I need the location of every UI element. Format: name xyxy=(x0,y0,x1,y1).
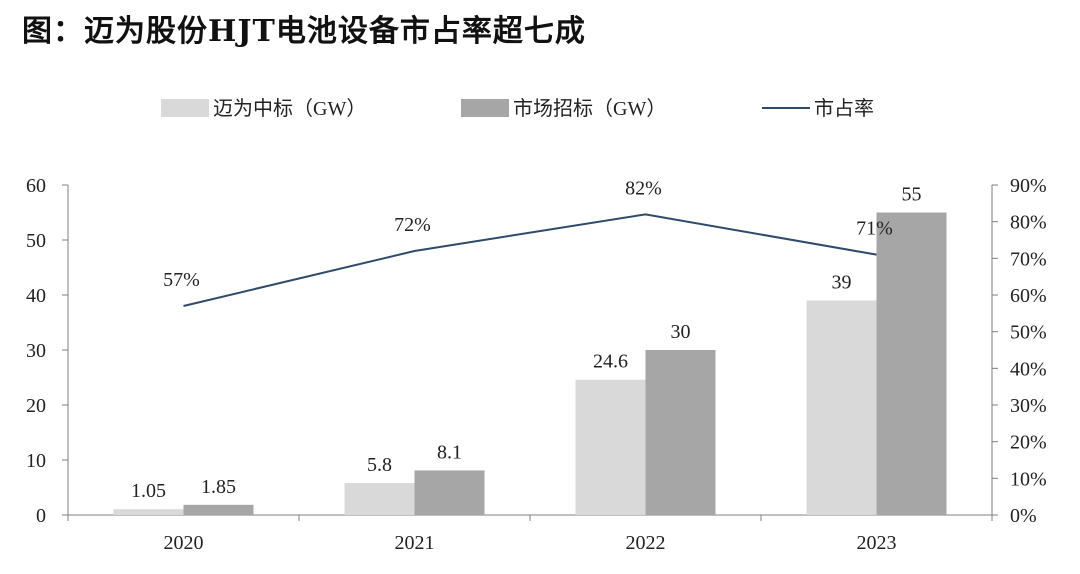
bar-series-1 xyxy=(113,509,184,515)
data-labels: 1.05 5.8 24.6 39 1.85 8.1 30 55 57% 72% 82% 71% xyxy=(131,177,922,502)
left-tick-label: 30 xyxy=(26,340,46,362)
right-tick-label: 30% xyxy=(1010,395,1047,417)
axes: 0 10 20 30 40 50 60 0% 10% 20% 30% 40% 50% 60% 70% 80% 9… xyxy=(26,175,1047,554)
line-value-label: 71% xyxy=(856,218,893,240)
bar-value-label: 55 xyxy=(902,184,922,206)
right-tick-label: 60% xyxy=(1010,285,1047,307)
x-tick-label: 2023 xyxy=(857,532,897,554)
bar-value-label: 5.8 xyxy=(367,454,392,476)
legend-label-series-1: 迈为中标（GW） xyxy=(213,97,366,120)
right-tick-label: 40% xyxy=(1010,358,1047,380)
left-tick-label: 0 xyxy=(36,505,46,527)
line-value-label: 57% xyxy=(163,269,200,291)
market-share-polyline xyxy=(183,213,877,307)
bar-value-label: 8.1 xyxy=(437,441,462,463)
bar-value-label: 1.05 xyxy=(131,480,166,502)
right-tick-label: 80% xyxy=(1010,212,1047,234)
right-tick-label: 0% xyxy=(1010,505,1037,527)
bar-series-1 xyxy=(806,300,877,515)
bar-series-2 xyxy=(414,470,485,515)
legend-label-line: 市占率 xyxy=(814,97,874,120)
line-value-label: 82% xyxy=(625,177,662,199)
legend-label-series-2: 市场招标（GW） xyxy=(513,97,666,120)
bar-value-label: 1.85 xyxy=(201,476,236,498)
bar-series-1 xyxy=(344,483,415,515)
bar-series-2 xyxy=(876,212,947,515)
bar-series-2 xyxy=(183,504,254,515)
right-tick-label: 90% xyxy=(1010,175,1047,197)
right-tick-label: 70% xyxy=(1010,248,1047,270)
bar-value-label: 30 xyxy=(671,321,691,343)
right-tick-label: 50% xyxy=(1010,322,1047,344)
legend-swatch-series-1 xyxy=(161,99,209,117)
legend: 迈为中标（GW） 市场招标（GW） 市占率 xyxy=(161,97,874,120)
chart-title: 图：迈为股份HJT电池设备市占率超七成 xyxy=(22,14,586,49)
bar-value-label: 24.6 xyxy=(593,351,628,373)
left-tick-label: 10 xyxy=(26,450,46,472)
right-tick-label: 10% xyxy=(1010,468,1047,490)
right-tick-label: 20% xyxy=(1010,432,1047,454)
legend-swatch-series-2 xyxy=(461,99,509,117)
market-share-line xyxy=(183,213,877,307)
x-tick-label: 2021 xyxy=(395,532,435,554)
left-tick-label: 20 xyxy=(26,395,46,417)
bar-series-2 xyxy=(645,350,716,515)
left-tick-label: 60 xyxy=(26,175,46,197)
bar-series-1 xyxy=(575,379,646,515)
line-value-label: 72% xyxy=(394,214,431,236)
bar-value-label: 39 xyxy=(832,272,852,294)
x-tick-label: 2022 xyxy=(626,532,666,554)
left-tick-label: 50 xyxy=(26,230,46,252)
x-tick-label: 2020 xyxy=(164,532,204,554)
bars xyxy=(113,212,947,515)
left-tick-label: 40 xyxy=(26,285,46,307)
